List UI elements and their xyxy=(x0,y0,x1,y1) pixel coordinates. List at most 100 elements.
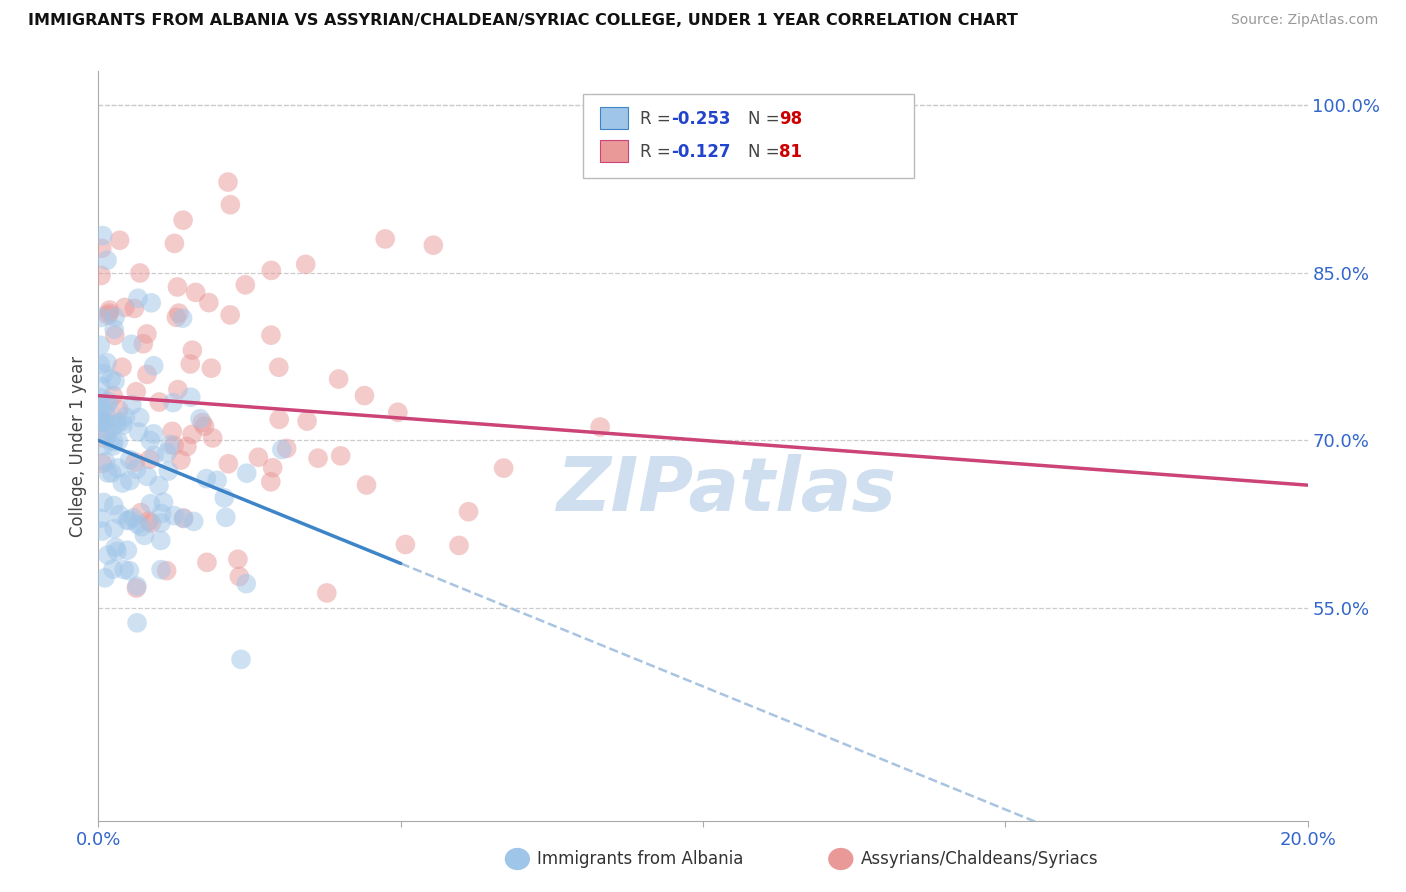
Point xyxy=(136,469,159,483)
Point xyxy=(260,475,283,489)
Y-axis label: College, Under 1 year: College, Under 1 year xyxy=(69,355,87,537)
Point xyxy=(90,379,112,393)
Point xyxy=(93,367,115,381)
Text: 98: 98 xyxy=(779,110,801,128)
Point xyxy=(492,461,515,475)
Text: -0.253: -0.253 xyxy=(671,110,730,128)
Point xyxy=(115,514,138,528)
Point xyxy=(148,395,170,409)
Point xyxy=(226,552,249,566)
Point xyxy=(217,175,239,189)
Point xyxy=(167,306,190,320)
Point xyxy=(108,233,131,247)
Point xyxy=(90,268,112,283)
Point xyxy=(89,401,111,415)
Point xyxy=(394,537,416,551)
Point xyxy=(374,232,396,246)
Point xyxy=(163,508,186,523)
Point xyxy=(181,427,204,442)
Point xyxy=(262,460,284,475)
Point xyxy=(329,449,352,463)
Point xyxy=(260,263,283,277)
Point xyxy=(163,236,186,251)
Point xyxy=(97,394,120,409)
Point xyxy=(143,449,166,463)
Point xyxy=(90,241,112,255)
Point xyxy=(96,253,118,268)
Point xyxy=(269,412,291,426)
Point xyxy=(114,409,136,424)
Point xyxy=(229,652,252,666)
Point xyxy=(118,564,141,578)
Point xyxy=(94,414,117,428)
Point xyxy=(184,285,207,300)
Text: N =: N = xyxy=(748,110,785,128)
Point xyxy=(170,453,193,467)
Point xyxy=(162,395,184,409)
Point xyxy=(141,516,163,531)
Point xyxy=(138,452,160,467)
Text: -0.127: -0.127 xyxy=(671,143,730,161)
Point xyxy=(118,452,141,467)
Point xyxy=(90,413,112,427)
Point xyxy=(122,511,145,525)
Point xyxy=(98,303,121,318)
Point xyxy=(100,372,122,386)
Point xyxy=(124,301,146,316)
Point xyxy=(150,507,173,521)
Point xyxy=(97,308,120,322)
Point xyxy=(93,495,115,509)
Point xyxy=(235,466,257,480)
Point xyxy=(295,414,318,428)
Point xyxy=(89,390,111,404)
Point xyxy=(97,466,120,480)
Point xyxy=(267,360,290,375)
Point xyxy=(125,462,148,476)
Point xyxy=(214,491,236,505)
Point xyxy=(107,402,129,417)
Point xyxy=(111,360,134,375)
Point xyxy=(125,579,148,593)
Point xyxy=(94,455,117,469)
Text: ZIPatlas: ZIPatlas xyxy=(557,454,897,527)
Point xyxy=(155,564,177,578)
Point xyxy=(89,511,111,525)
Point xyxy=(91,524,114,538)
Point xyxy=(121,337,143,351)
Point xyxy=(125,615,148,630)
Point xyxy=(149,533,172,548)
Point xyxy=(157,464,180,478)
Point xyxy=(94,406,117,420)
Point xyxy=(142,426,165,441)
Point xyxy=(127,516,149,531)
Point xyxy=(156,446,179,460)
Text: R =: R = xyxy=(640,110,676,128)
Point xyxy=(111,418,134,433)
Point xyxy=(96,356,118,370)
Point xyxy=(205,474,228,488)
Point xyxy=(129,266,152,280)
Point xyxy=(166,280,188,294)
Point xyxy=(422,238,444,252)
Point xyxy=(219,198,242,212)
Point xyxy=(188,411,211,425)
Point xyxy=(118,474,141,488)
Point xyxy=(152,495,174,509)
Point xyxy=(125,581,148,595)
Point xyxy=(103,499,125,513)
Point xyxy=(217,457,239,471)
Point xyxy=(104,541,127,555)
Point xyxy=(270,442,292,457)
Point xyxy=(247,450,270,465)
Point xyxy=(195,472,218,486)
Point xyxy=(93,415,115,429)
Point xyxy=(228,569,250,583)
Point xyxy=(101,562,124,576)
Point xyxy=(118,513,141,527)
Point xyxy=(117,543,139,558)
Point xyxy=(108,508,131,522)
Text: 81: 81 xyxy=(779,143,801,161)
Point xyxy=(233,277,256,292)
Point xyxy=(91,457,114,471)
Point xyxy=(101,420,124,434)
